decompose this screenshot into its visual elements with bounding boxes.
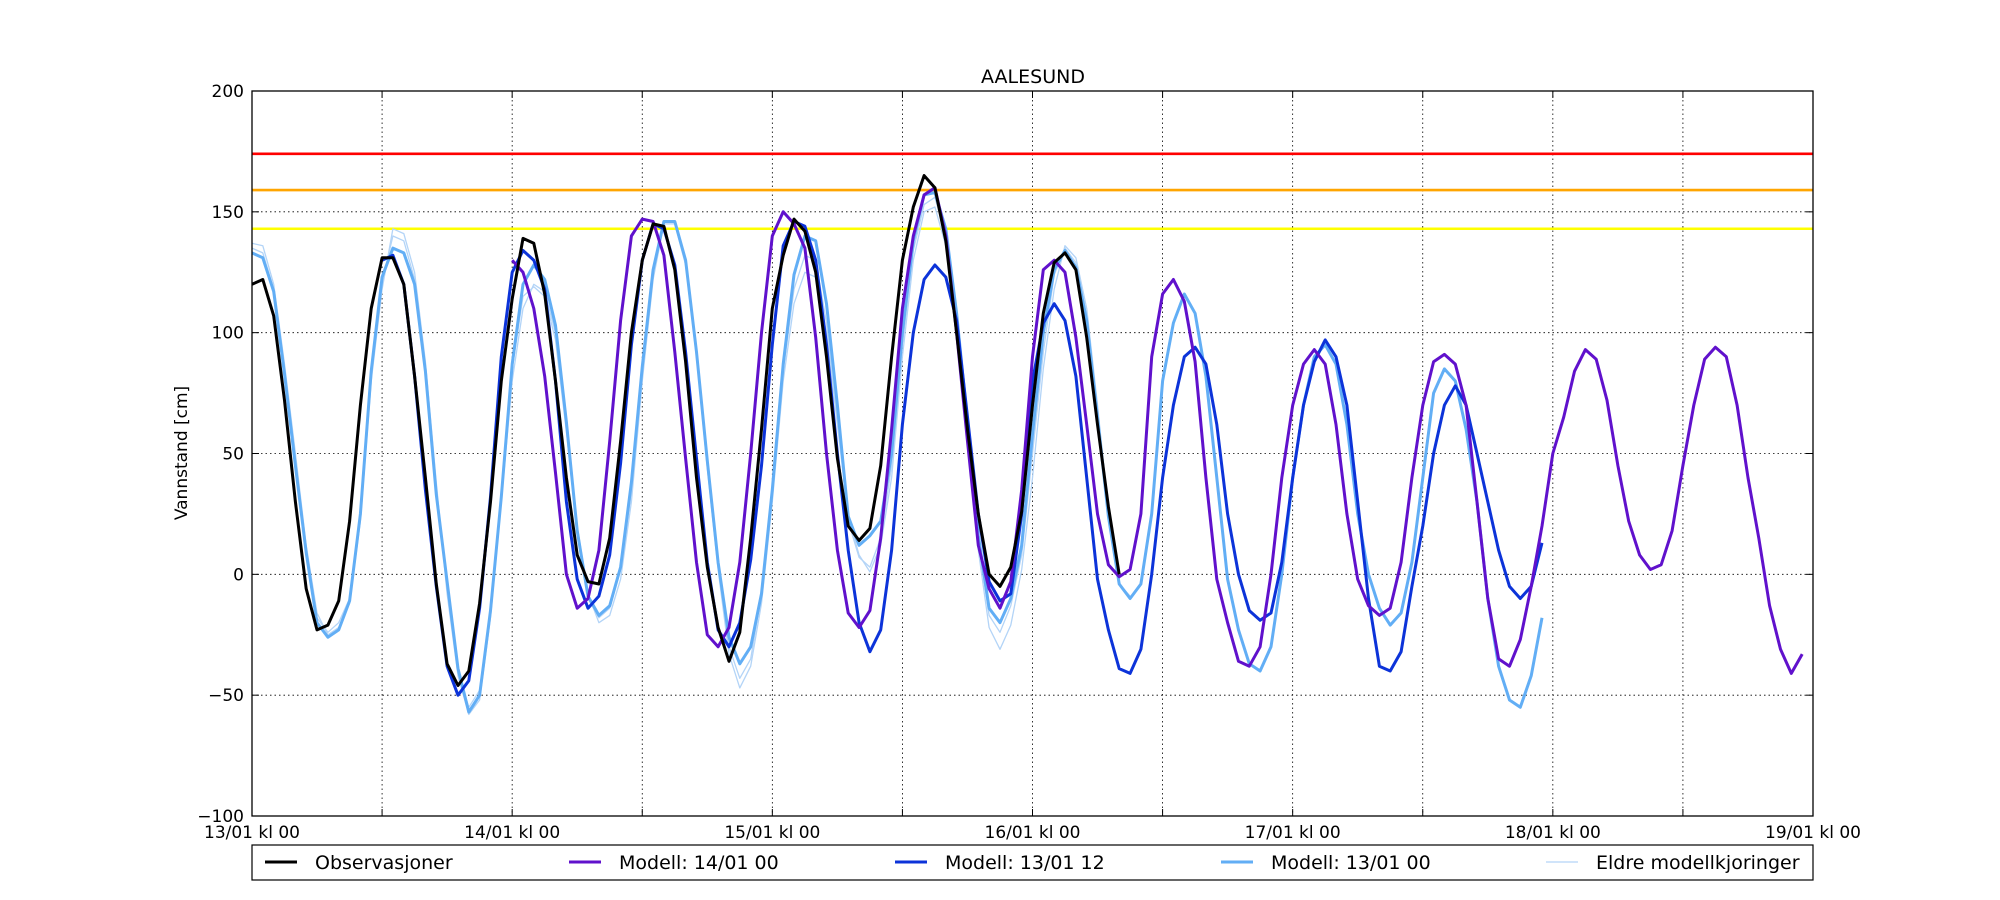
legend-label: Modell: 13/01 00 xyxy=(1271,852,1431,874)
y-tick-label: 50 xyxy=(222,445,244,465)
series-line xyxy=(381,220,1544,697)
legend-label: Modell: 14/01 00 xyxy=(619,852,779,874)
series-line xyxy=(251,206,1131,716)
x-tick-label: 16/01 kl 00 xyxy=(985,823,1081,843)
y-tick-label: 0 xyxy=(233,565,244,585)
y-tick-label: −50 xyxy=(208,686,244,706)
x-tick-label: 13/01 kl 00 xyxy=(204,823,300,843)
x-tick-label: 15/01 kl 00 xyxy=(724,823,820,843)
threshold-lines xyxy=(252,152,1813,231)
legend-label: Observasjoner xyxy=(315,852,453,874)
series-line xyxy=(251,191,1544,714)
series-line xyxy=(251,174,1121,687)
chart-title: AALESUND xyxy=(981,66,1085,88)
y-tick-label: −100 xyxy=(197,807,244,827)
y-tick-label: 200 xyxy=(212,82,244,102)
legend-label: Eldre modellkjoringer xyxy=(1596,852,1800,874)
y-tick-label: 150 xyxy=(212,203,244,223)
legend-label: Modell: 13/01 12 xyxy=(945,852,1105,874)
y-tick-label: 100 xyxy=(212,324,244,344)
x-tick-label: 19/01 kl 00 xyxy=(1765,823,1861,843)
x-tick-label: 18/01 kl 00 xyxy=(1505,823,1601,843)
series-line xyxy=(511,186,1804,675)
series-lines xyxy=(251,174,1804,716)
legend: Observasjoner Modell: 14/01 00 Modell: 13/… xyxy=(251,844,1814,881)
x-tick-label: 17/01 kl 00 xyxy=(1245,823,1341,843)
y-axis-label: Vannstand [cm] xyxy=(172,386,192,520)
axis-ticks: 13/01 kl 00 14/01 kl 00 15/01 kl 00 16/01 k… xyxy=(197,82,1861,843)
x-tick-label: 14/01 kl 00 xyxy=(464,823,560,843)
